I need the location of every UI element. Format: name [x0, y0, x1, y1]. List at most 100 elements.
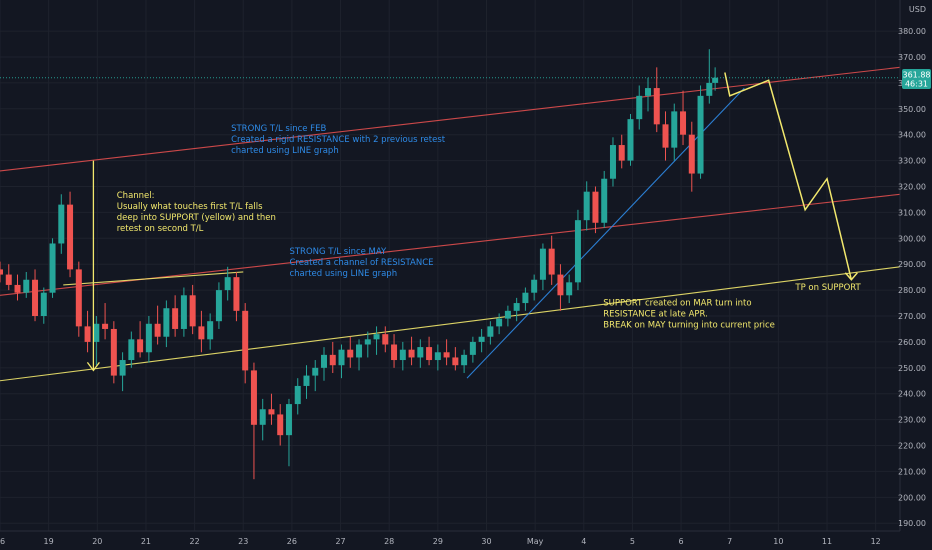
- candle-body: [145, 323, 152, 353]
- candle-body: [128, 339, 135, 361]
- candle-body: [487, 326, 494, 337]
- overlay: [86, 72, 858, 372]
- candle-body: [163, 308, 170, 337]
- annotation-text: TP on SUPPORT: [794, 283, 861, 293]
- x-tick-label: 22: [190, 537, 200, 546]
- candle-body: [583, 191, 590, 221]
- candle-body: [609, 145, 616, 179]
- candle-body: [14, 284, 21, 293]
- annotation-line: Created a rigid RESISTANCE with 2 previo…: [231, 135, 446, 145]
- candle-body: [680, 111, 687, 135]
- candle-body: [32, 279, 39, 317]
- candle-body: [67, 204, 74, 270]
- y-tick-label: 230.00: [898, 416, 926, 425]
- x-tick-label: 23: [238, 537, 248, 546]
- y-tick-label: 190.00: [898, 519, 926, 528]
- candle-body: [207, 321, 214, 340]
- x-tick-label: 28: [384, 537, 394, 546]
- candle-body: [417, 347, 424, 358]
- candle-body: [172, 308, 179, 329]
- candle-body: [294, 385, 301, 405]
- candle-body: [513, 303, 520, 311]
- projection-path: [724, 72, 853, 280]
- candle-body: [93, 323, 100, 342]
- candle-body: [697, 95, 704, 174]
- candle-body: [189, 295, 196, 327]
- candle-body: [23, 279, 30, 293]
- candle-body: [259, 409, 266, 425]
- x-tick-label: 30: [481, 537, 491, 546]
- trendline-resistance-feb: [0, 66, 901, 172]
- y-tick-label: 300.00: [898, 234, 926, 243]
- candle-body: [601, 178, 608, 223]
- candle-body: [356, 344, 363, 358]
- candle-body: [224, 277, 231, 291]
- annotations: STRONG T/L since FEB Created a rigid RESI…: [117, 124, 862, 331]
- annotation-text: SUPPORT created on MAR turn into RESISTAN…: [603, 299, 775, 331]
- x-tick-label: 29: [433, 537, 443, 546]
- candle-body: [285, 404, 292, 436]
- y-tick-label: 340.00: [898, 131, 926, 140]
- currency-label: USD: [909, 5, 926, 14]
- candle-body: [522, 292, 529, 304]
- x-tick-label: 4: [581, 537, 586, 546]
- candle-body: [277, 414, 284, 436]
- candle-body: [75, 269, 82, 327]
- candle-body: [618, 145, 625, 161]
- candle-body: [250, 370, 257, 425]
- candle-body: [557, 274, 564, 296]
- x-tick-label: 19: [44, 537, 54, 546]
- x-tick-label: 5: [630, 537, 635, 546]
- annotation-text: STRONG T/L since MAY Created a channel of…: [289, 247, 433, 279]
- candle-body: [364, 339, 371, 345]
- y-tick-label: 330.00: [898, 157, 926, 166]
- candle-body: [399, 349, 406, 361]
- y-tick-label: 350.00: [898, 105, 926, 114]
- candle-body: [312, 367, 319, 376]
- candle-body: [338, 349, 345, 366]
- candle-body: [198, 326, 205, 340]
- candle-body: [154, 323, 161, 337]
- annotation-line: deep into SUPPORT (yellow) and then: [117, 213, 276, 223]
- candle-body: [712, 77, 719, 83]
- y-tick-label: 270.00: [898, 312, 926, 321]
- candle-body: [653, 88, 660, 125]
- y-tick-label: 260.00: [898, 338, 926, 347]
- y-tick-label: 280.00: [898, 286, 926, 295]
- candle-body: [592, 191, 599, 223]
- candle-body: [452, 357, 459, 366]
- candle-body: [531, 279, 538, 293]
- candle-body: [645, 88, 651, 96]
- annotation-line: Usually what touches first T/L falls: [117, 202, 263, 212]
- candle-body: [671, 111, 678, 148]
- x-tick-label: 16: [0, 537, 5, 546]
- candle-body: [58, 204, 65, 244]
- y-tick-label: 310.00: [898, 208, 926, 217]
- x-tick-label: 20: [92, 537, 102, 546]
- candle-body: [110, 328, 117, 376]
- candle-body: [40, 292, 47, 317]
- annotation-line: RESISTANCE at late APR.: [603, 310, 708, 320]
- candle-body: [434, 352, 441, 361]
- candle-body: [321, 354, 327, 368]
- price-label-countdown: 46:31: [905, 80, 928, 89]
- candle-body: [382, 334, 389, 345]
- candle-body: [662, 124, 669, 148]
- x-tick-label: 12: [871, 537, 881, 546]
- candles: [0, 49, 719, 480]
- price-label-box: [902, 69, 931, 90]
- candle-body: [391, 344, 398, 361]
- candle-body: [478, 336, 485, 342]
- candle-body: [504, 310, 511, 319]
- candle-body: [627, 119, 634, 161]
- annotation-line: charted using LINE graph: [289, 269, 397, 279]
- candle-body: [0, 269, 3, 275]
- x-tick-label: 27: [335, 537, 345, 546]
- y-tick-label: 220.00: [898, 442, 926, 451]
- candle-body: [5, 274, 12, 285]
- annotation-line: Created a channel of RESISTANCE: [289, 258, 433, 268]
- candle-body: [233, 277, 240, 311]
- x-tick-label: 26: [287, 537, 297, 546]
